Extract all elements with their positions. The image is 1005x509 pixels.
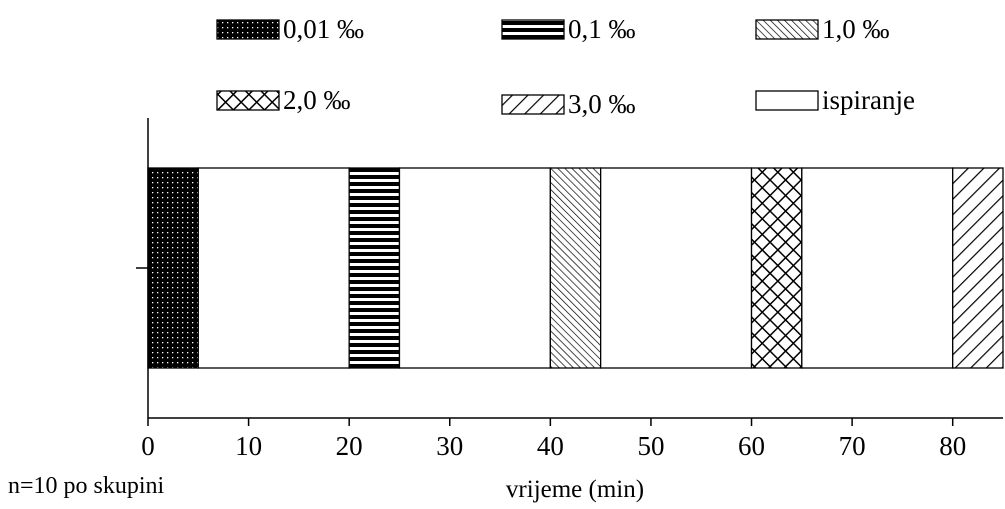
- x-axis-label: vrijeme (min): [506, 476, 644, 503]
- x-tick-label: 0: [141, 431, 155, 461]
- legend-label: 1,0 ‰: [822, 14, 890, 44]
- x-tick-label: 80: [939, 431, 966, 461]
- legend-swatch: [755, 19, 819, 40]
- x-tick-label: 20: [336, 431, 363, 461]
- x-tick-label: 60: [738, 431, 765, 461]
- bar-segment: [952, 167, 1004, 369]
- bar-segment: [398, 167, 552, 369]
- x-tick-label: 40: [537, 431, 564, 461]
- bar-segment: [197, 167, 350, 369]
- x-tick-label: 50: [637, 431, 664, 461]
- legend: 0,01 ‰ 0,1 ‰ 1,0 ‰ 2,0 ‰ 3,0 ‰ ispiranje: [216, 14, 915, 119]
- legend-swatch: [501, 19, 565, 40]
- legend-label: 3,0 ‰: [568, 89, 636, 119]
- bar-segment: [549, 167, 602, 369]
- legend-label: 0,01 ‰: [283, 14, 364, 44]
- bar-segment: [599, 167, 753, 369]
- bar-segment: [801, 167, 954, 369]
- bar-segment: [750, 167, 803, 369]
- x-tick-label: 30: [436, 431, 463, 461]
- timeline-bar: [147, 167, 1004, 369]
- legend-label: 0,1 ‰: [568, 14, 636, 44]
- legend-label: ispiranje: [822, 85, 915, 115]
- bar-segment: [348, 167, 401, 369]
- x-tick-label: 10: [235, 431, 262, 461]
- legend-label: 2,0 ‰: [283, 85, 351, 115]
- x-tick-label: 70: [839, 431, 866, 461]
- legend-swatch: [216, 19, 280, 40]
- bar-segment: [147, 167, 199, 369]
- legend-swatch: [216, 90, 280, 111]
- legend-swatch: [755, 90, 819, 111]
- sample-size-note: n=10 po skupini: [8, 473, 165, 499]
- legend-swatch: [501, 94, 565, 115]
